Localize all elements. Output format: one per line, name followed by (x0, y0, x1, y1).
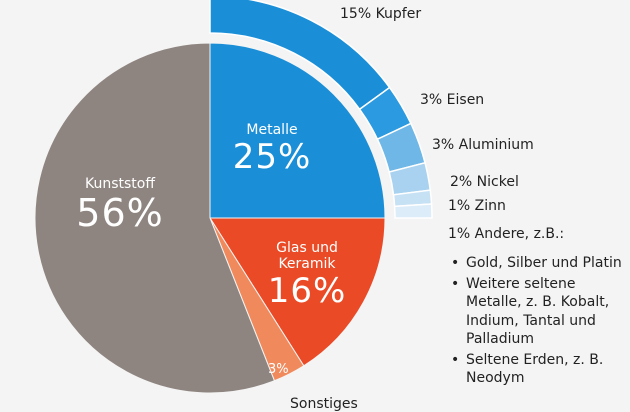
metalle-pct: 25% (232, 137, 312, 178)
aluminium-label: 3% Aluminium (432, 137, 534, 153)
nickel-label: 2% Nickel (450, 174, 519, 190)
eisen-label: 3% Eisen (420, 92, 485, 108)
pie-slice-kunststoff (34, 42, 276, 394)
sonstiges-pct: 3% (268, 362, 289, 377)
example-item: Weitere seltene Metalle, z. B. Kobalt, I… (448, 275, 628, 349)
andere-examples: Gold, Silber und Platin Weitere seltene … (448, 250, 628, 390)
glas-name: Glas und Keramik (276, 240, 338, 273)
kunststoff-label: Kunststoff 56% (60, 176, 180, 236)
sonstiges-name: Sonstiges (290, 396, 358, 412)
kunststoff-pct: 56% (76, 191, 164, 236)
glas-label: Glas und Keramik 16% (252, 240, 362, 311)
pie-slice-glas-und-keramik (209, 217, 386, 367)
pie-slice-metalle (209, 42, 386, 219)
example-item: Seltene Erden, z. B. Neodym (448, 351, 628, 388)
zinn-label: 1% Zinn (448, 198, 506, 214)
ring-segment-1-andere-z-b (393, 203, 433, 219)
kunststoff-name: Kunststoff (84, 176, 155, 192)
metalle-name: Metalle (246, 122, 298, 138)
kupfer-label: 15% Kupfer (340, 6, 422, 22)
metalle-label: Metalle 25% (212, 122, 332, 177)
glas-pct: 16% (267, 271, 347, 312)
andere-label: 1% Andere, z.B.: (448, 226, 565, 242)
example-item: Gold, Silber und Platin (448, 254, 628, 273)
